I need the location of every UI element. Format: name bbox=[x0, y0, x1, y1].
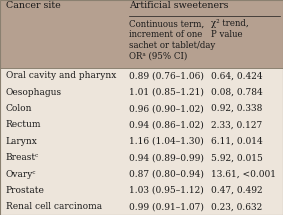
Text: Rectum: Rectum bbox=[6, 120, 41, 129]
Text: Continuous term,
increment of one
sachet or tablet/day
ORᵃ (95% CI): Continuous term, increment of one sachet… bbox=[129, 19, 215, 61]
Text: 6.11, 0.014: 6.11, 0.014 bbox=[211, 137, 263, 146]
Text: Renal cell carcinoma: Renal cell carcinoma bbox=[6, 202, 102, 211]
Text: Oral cavity and pharynx: Oral cavity and pharynx bbox=[6, 71, 116, 80]
Text: Breastᶜ: Breastᶜ bbox=[6, 153, 39, 162]
FancyBboxPatch shape bbox=[0, 68, 283, 215]
Text: Ovaryᶜ: Ovaryᶜ bbox=[6, 170, 36, 179]
Text: 0.08, 0.784: 0.08, 0.784 bbox=[211, 88, 263, 97]
Text: Artificial sweeteners: Artificial sweeteners bbox=[129, 1, 228, 10]
Text: 0.94 (0.86–1.02): 0.94 (0.86–1.02) bbox=[129, 120, 203, 129]
Text: 2.33, 0.127: 2.33, 0.127 bbox=[211, 120, 262, 129]
Text: Larynx: Larynx bbox=[6, 137, 38, 146]
Text: Cancer site: Cancer site bbox=[6, 1, 60, 10]
Text: 0.47, 0.492: 0.47, 0.492 bbox=[211, 186, 262, 195]
Text: 0.23, 0.632: 0.23, 0.632 bbox=[211, 202, 262, 211]
Text: 0.89 (0.76–1.06): 0.89 (0.76–1.06) bbox=[129, 71, 204, 80]
Text: 1.03 (0.95–1.12): 1.03 (0.95–1.12) bbox=[129, 186, 203, 195]
Text: χ² trend,
P value: χ² trend, P value bbox=[211, 19, 248, 39]
Text: 5.92, 0.015: 5.92, 0.015 bbox=[211, 153, 263, 162]
Text: 1.16 (1.04–1.30): 1.16 (1.04–1.30) bbox=[129, 137, 203, 146]
Text: Oesophagus: Oesophagus bbox=[6, 88, 62, 97]
Text: 0.96 (0.90–1.02): 0.96 (0.90–1.02) bbox=[129, 104, 203, 113]
Text: 0.99 (0.91–1.07): 0.99 (0.91–1.07) bbox=[129, 202, 204, 211]
Text: 13.61, <0.001: 13.61, <0.001 bbox=[211, 170, 276, 179]
Text: 0.92, 0.338: 0.92, 0.338 bbox=[211, 104, 262, 113]
Text: Prostate: Prostate bbox=[6, 186, 44, 195]
Text: 0.64, 0.424: 0.64, 0.424 bbox=[211, 71, 262, 80]
Text: 0.87 (0.80–0.94): 0.87 (0.80–0.94) bbox=[129, 170, 204, 179]
FancyBboxPatch shape bbox=[0, 0, 283, 68]
Text: Colon: Colon bbox=[6, 104, 32, 113]
Text: 1.01 (0.85–1.21): 1.01 (0.85–1.21) bbox=[129, 88, 204, 97]
Text: 0.94 (0.89–0.99): 0.94 (0.89–0.99) bbox=[129, 153, 204, 162]
